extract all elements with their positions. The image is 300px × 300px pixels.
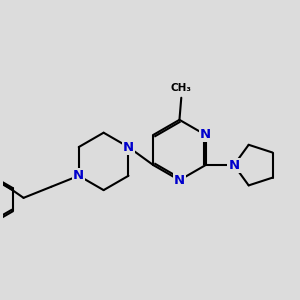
Text: N: N <box>174 174 185 187</box>
Text: N: N <box>228 159 239 172</box>
Text: CH₃: CH₃ <box>171 83 192 93</box>
Text: N: N <box>73 169 84 182</box>
Text: N: N <box>123 141 134 154</box>
Text: N: N <box>200 128 211 141</box>
